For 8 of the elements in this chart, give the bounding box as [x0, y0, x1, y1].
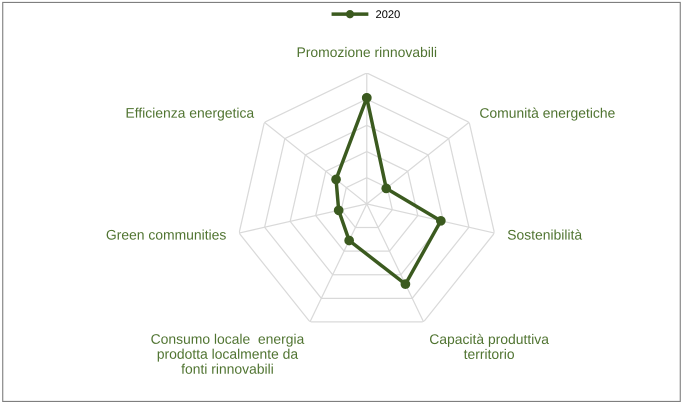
spoke-label: Green communities: [106, 230, 226, 240]
spoke-label: Consumo locale energia prodotta localmente da fonti rinnovabili: [151, 334, 304, 374]
spoke-label: Capacità produttiva territorio: [430, 334, 549, 360]
legend-label: 2020: [376, 10, 400, 18]
spoke-label: Sostenibilità: [508, 229, 582, 240]
spoke-label: Comunità energetiche: [480, 108, 615, 121]
spoke-label: Promozione rinnovabili: [298, 46, 436, 58]
spoke-label: Efficienza energetica: [126, 108, 254, 121]
